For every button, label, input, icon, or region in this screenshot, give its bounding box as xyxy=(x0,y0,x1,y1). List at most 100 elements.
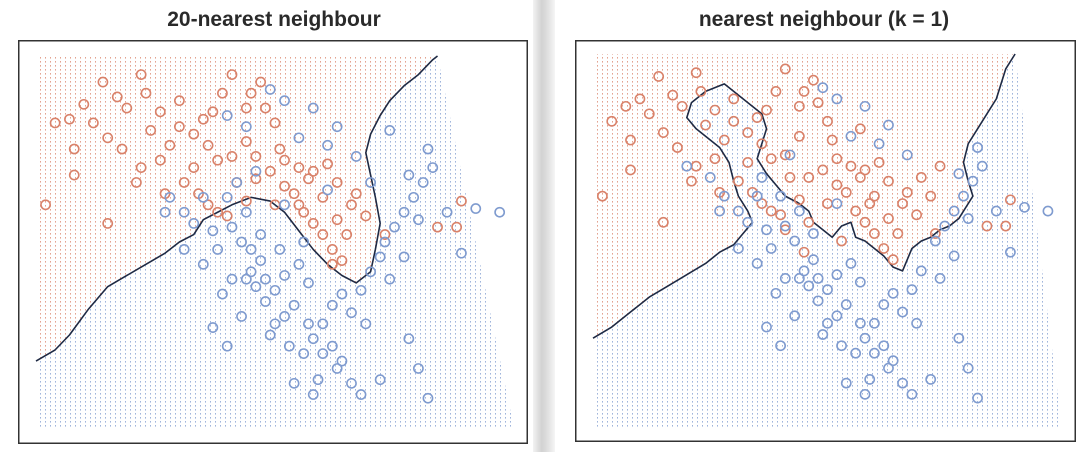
point-orange xyxy=(260,102,271,114)
point-blue xyxy=(408,191,420,203)
point-orange xyxy=(346,199,357,211)
point-blue xyxy=(336,288,348,300)
point-orange xyxy=(130,177,142,188)
point-blue xyxy=(207,225,219,237)
point-blue xyxy=(159,206,171,218)
point-blue xyxy=(379,236,391,248)
point-orange xyxy=(840,186,852,198)
point-orange xyxy=(326,258,338,270)
point-blue xyxy=(976,160,988,172)
point-orange xyxy=(240,102,252,114)
point-orange xyxy=(765,153,777,165)
point-orange xyxy=(212,154,224,166)
point-blue xyxy=(355,284,367,296)
point-blue xyxy=(962,362,974,374)
point-blue xyxy=(326,340,338,352)
point-blue xyxy=(350,151,362,162)
point-blue xyxy=(779,272,791,284)
point-blue xyxy=(226,221,238,233)
point-blue xyxy=(840,299,852,310)
point-blue xyxy=(798,265,810,277)
point-orange xyxy=(78,98,90,110)
point-orange xyxy=(102,132,114,144)
point-orange xyxy=(1005,194,1016,206)
point-orange xyxy=(279,180,290,192)
point-orange xyxy=(718,134,730,146)
point-blue xyxy=(873,138,885,150)
point-orange xyxy=(761,104,772,116)
point-blue xyxy=(307,389,319,400)
point-orange xyxy=(188,128,200,140)
point-blue xyxy=(817,329,829,340)
point-blue xyxy=(494,206,506,218)
point-blue xyxy=(307,333,319,345)
point-blue xyxy=(269,318,281,330)
point-blue xyxy=(470,203,482,214)
point-orange xyxy=(202,199,214,211)
point-orange xyxy=(883,213,894,224)
point-blue xyxy=(412,214,424,226)
point-blue xyxy=(389,221,400,233)
point-orange xyxy=(883,175,894,187)
point-orange xyxy=(97,76,109,88)
point-orange xyxy=(250,173,262,185)
point-blue xyxy=(207,322,219,333)
point-blue xyxy=(279,310,290,322)
point-blue xyxy=(317,318,329,330)
point-blue xyxy=(441,206,453,218)
point-orange xyxy=(779,149,791,161)
point-orange xyxy=(197,113,209,125)
point-orange xyxy=(303,173,314,185)
point-orange xyxy=(887,254,899,266)
point-orange xyxy=(264,165,276,177)
point-orange xyxy=(274,143,286,155)
point-blue xyxy=(217,288,228,300)
point-orange xyxy=(868,190,880,202)
point-blue xyxy=(864,373,876,385)
point-blue xyxy=(765,243,777,254)
point-orange xyxy=(40,199,51,211)
point-blue xyxy=(822,317,833,329)
point-orange xyxy=(981,220,993,232)
point-orange xyxy=(164,139,176,151)
point-orange xyxy=(793,194,805,206)
point-orange xyxy=(212,206,224,218)
point-orange xyxy=(620,100,632,112)
knn-20-plot xyxy=(18,40,528,444)
point-orange xyxy=(202,139,214,151)
point-orange xyxy=(68,143,80,155)
point-orange xyxy=(845,160,857,172)
point-blue xyxy=(331,363,343,374)
point-blue xyxy=(761,224,772,236)
point-blue xyxy=(948,250,960,262)
point-blue xyxy=(236,236,247,248)
point-blue xyxy=(681,160,693,172)
point-blue xyxy=(264,329,276,341)
point-orange xyxy=(596,190,608,202)
point-blue xyxy=(236,310,247,322)
point-orange xyxy=(145,125,157,136)
point-blue xyxy=(427,162,439,173)
point-blue xyxy=(403,169,415,181)
point-blue xyxy=(901,149,913,161)
point-blue xyxy=(751,190,763,202)
point-orange xyxy=(859,164,871,176)
point-blue xyxy=(188,217,200,229)
point-blue xyxy=(346,307,357,319)
point-orange xyxy=(770,86,782,97)
point-blue xyxy=(948,205,960,217)
point-blue xyxy=(307,102,319,114)
point-blue xyxy=(812,272,824,284)
point-blue xyxy=(742,216,754,228)
point-blue xyxy=(355,389,367,400)
point-orange xyxy=(606,115,618,127)
point-orange xyxy=(293,199,305,211)
point-blue xyxy=(850,347,862,359)
point-orange xyxy=(451,221,463,233)
point-orange xyxy=(850,205,862,217)
point-blue xyxy=(288,377,300,389)
point-blue xyxy=(704,172,716,183)
point-orange xyxy=(317,191,329,203)
point-blue xyxy=(779,220,791,232)
point-orange xyxy=(226,151,238,162)
